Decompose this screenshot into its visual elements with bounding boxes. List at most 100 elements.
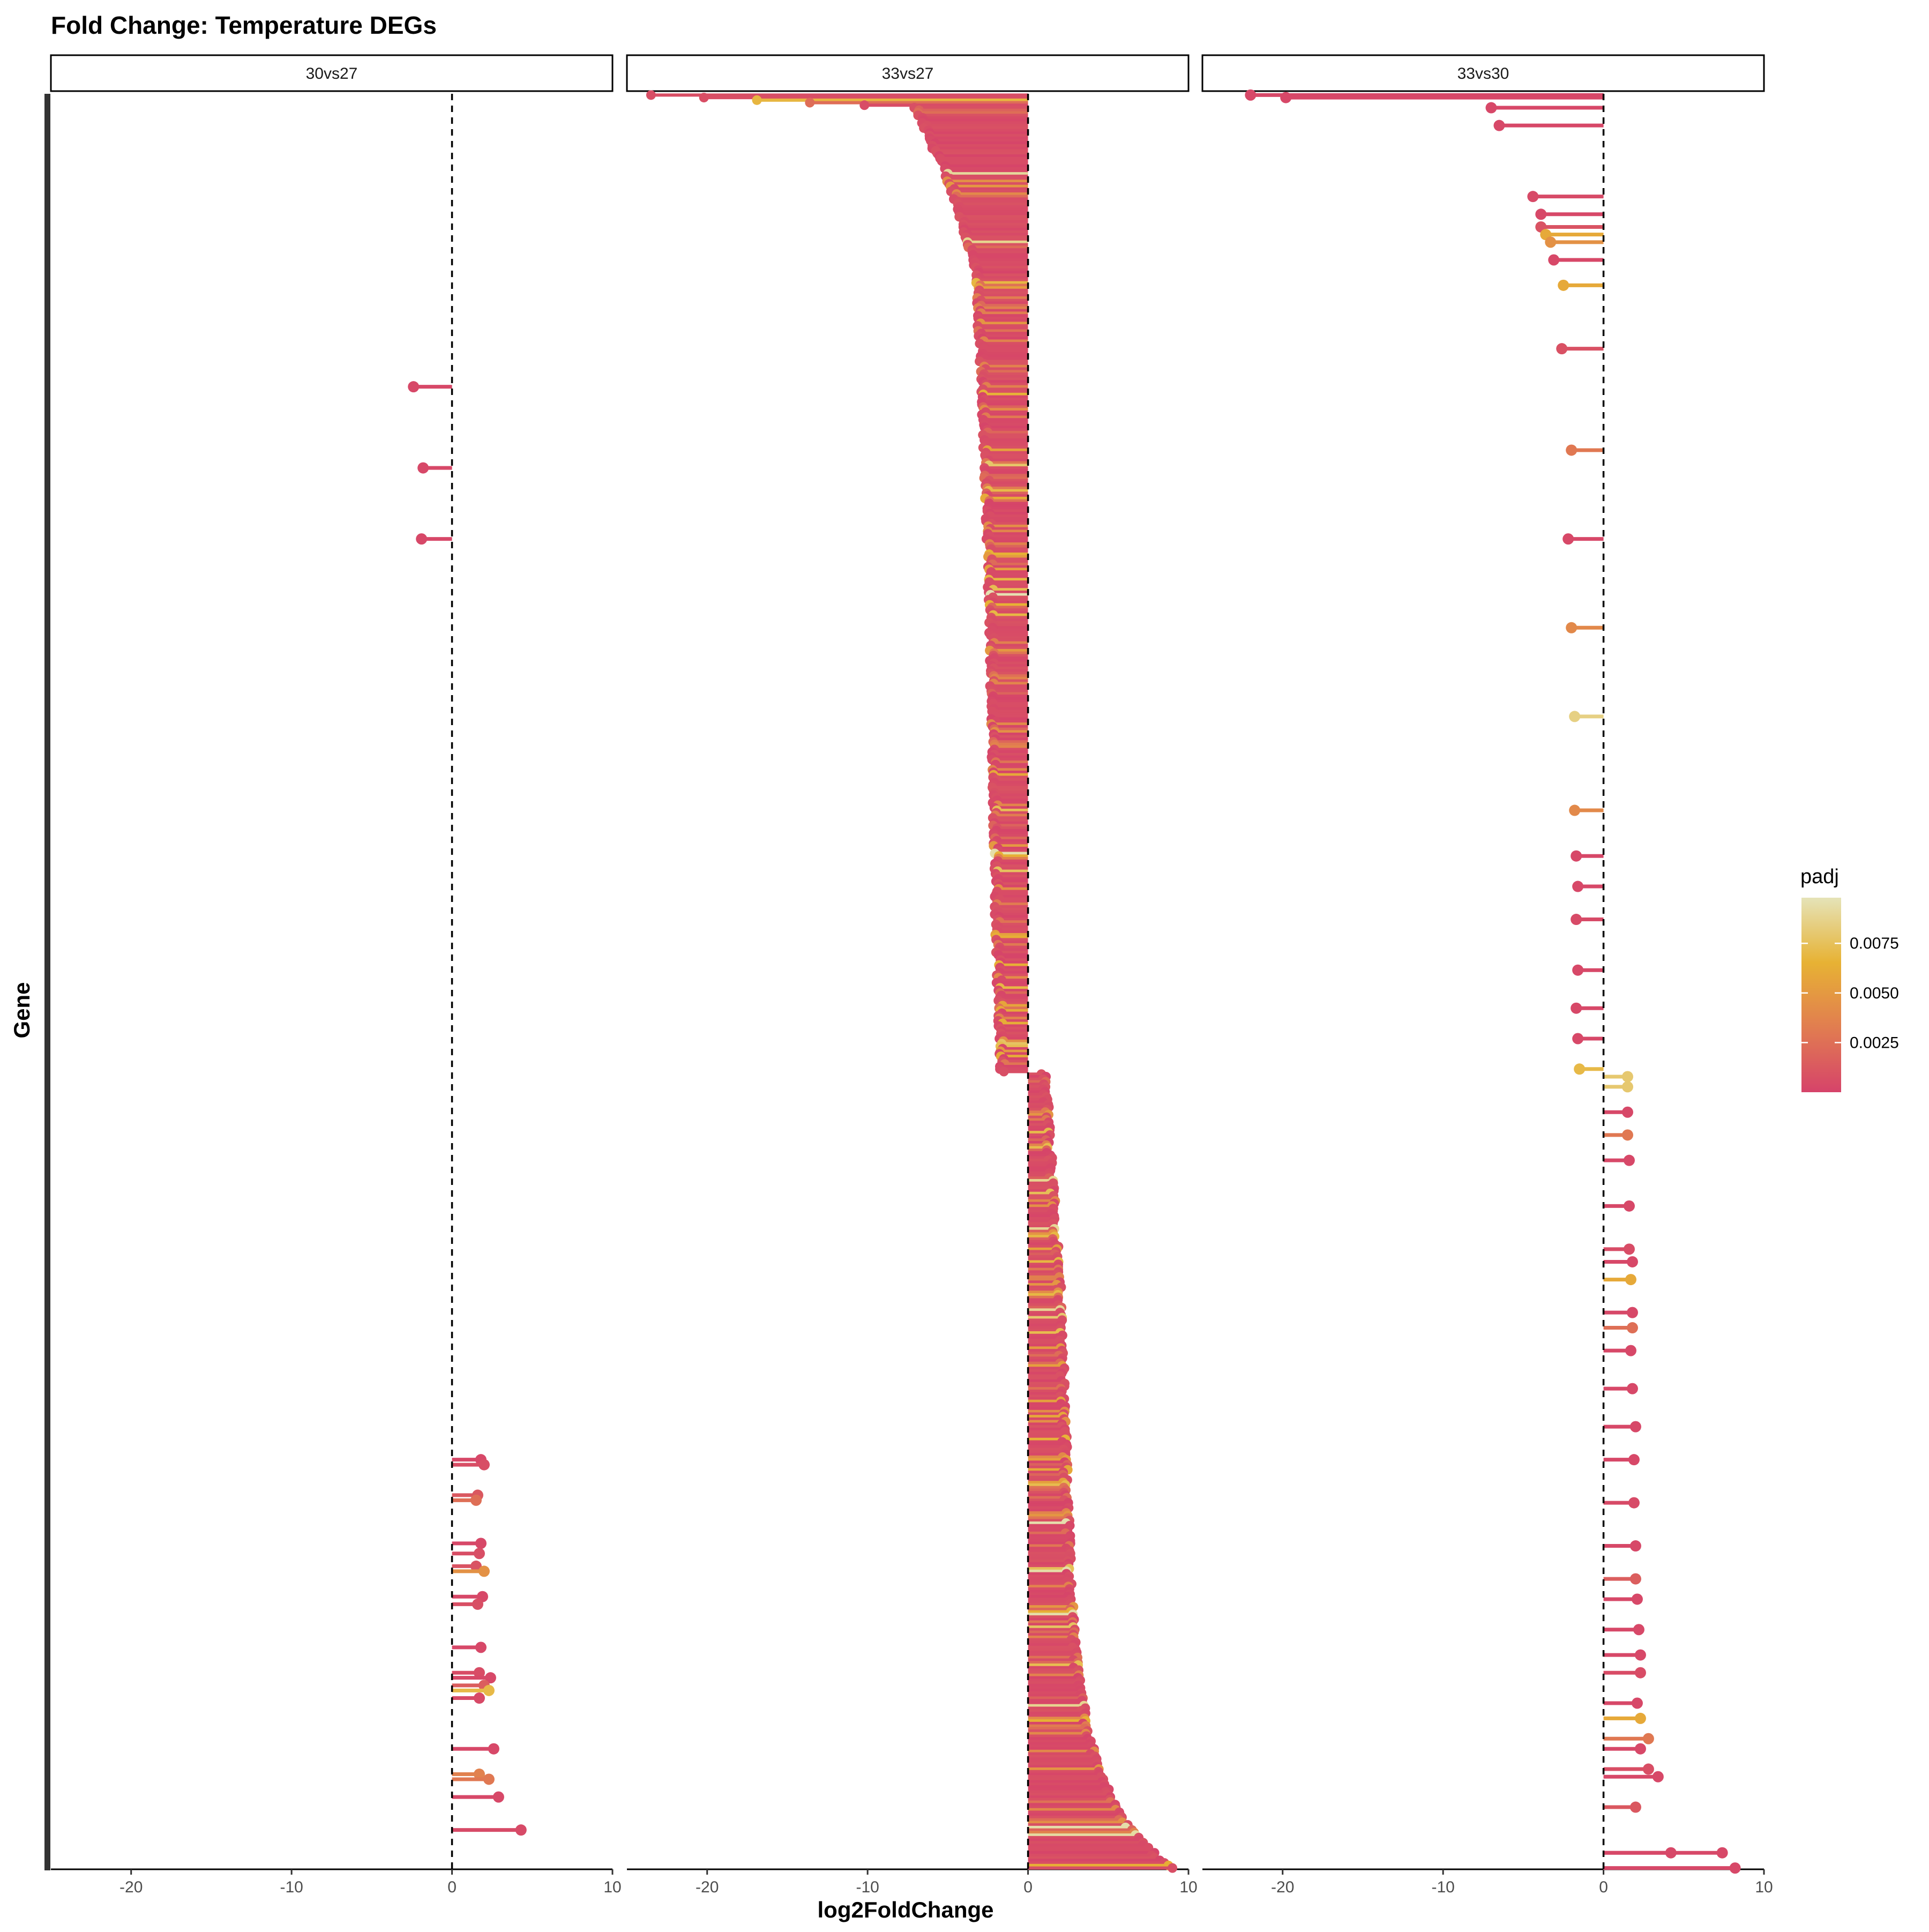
lollipop-point xyxy=(1572,1033,1584,1045)
y-axis-title: Gene xyxy=(9,982,34,1038)
panels-layer: 30vs27 -20 -10 0 10 33vs27 -20 -10 0 10 33vs30 -20 -… xyxy=(50,54,1773,1896)
lollipop-point xyxy=(478,1565,490,1577)
x-tick-label: -10 xyxy=(1431,1878,1454,1896)
legend-tick-label: 0.0050 xyxy=(1850,984,1899,1002)
lollipop-point xyxy=(1621,1129,1633,1141)
lollipop-point xyxy=(1168,1863,1178,1873)
lollipop-point xyxy=(1634,1743,1646,1755)
panel-33vs30: 33vs30 -20 -10 0 10 xyxy=(1201,54,1773,1896)
legend-tick-label: 0.0025 xyxy=(1850,1034,1899,1051)
lollipop-point xyxy=(1527,191,1539,203)
strip-label-30vs27: 30vs27 xyxy=(306,65,358,83)
lollipop-point xyxy=(1571,914,1582,926)
lollipop-point xyxy=(699,93,709,103)
lollipop-point xyxy=(1634,1649,1646,1661)
legend: padj 0.0025 0.0050 0.0075 xyxy=(1800,866,1899,1092)
lollipop-point xyxy=(646,90,656,100)
lollipop-point xyxy=(1633,1624,1644,1636)
lollipop-point xyxy=(752,95,762,105)
strip-box-33vs27 xyxy=(626,54,1190,92)
x-tick-label: 10 xyxy=(603,1878,621,1896)
lollipop-point xyxy=(1628,1454,1640,1466)
lollipop-point xyxy=(416,533,428,545)
legend-title: padj xyxy=(1800,866,1839,888)
lollipop-point xyxy=(1280,92,1292,103)
lollipop-point xyxy=(470,1494,482,1506)
lollipop-point xyxy=(417,462,429,474)
lollipop-point xyxy=(1245,89,1257,101)
lollipop-point xyxy=(1652,1771,1664,1782)
lollipop-point xyxy=(483,1684,495,1696)
lollipop-point xyxy=(1626,1256,1638,1267)
lollipop-point xyxy=(859,100,870,110)
x-tick-label: 0 xyxy=(447,1878,457,1896)
lollipop-point xyxy=(1535,208,1547,220)
lollipop-point xyxy=(475,1642,487,1653)
lollipop-point xyxy=(1642,1763,1654,1775)
lollipop-point xyxy=(1665,1847,1677,1859)
lollipop-point xyxy=(1571,850,1582,862)
strip-box-33vs30 xyxy=(1201,54,1765,92)
lollipop-point xyxy=(1642,1733,1654,1744)
lollipop-point xyxy=(470,1560,482,1572)
lollipop-point xyxy=(1566,622,1577,633)
x-axis-title: log2FoldChange xyxy=(818,1897,994,1922)
lollipop-point xyxy=(1621,1106,1633,1118)
x-tick-label: -10 xyxy=(856,1878,879,1896)
lollipop-point xyxy=(805,98,815,108)
lollipop-point xyxy=(1626,1322,1638,1334)
lollipop-point xyxy=(1716,1847,1728,1859)
lollipop-point xyxy=(1556,343,1568,355)
lollipop-point xyxy=(1634,1667,1646,1679)
lollipop-point xyxy=(473,1548,485,1560)
lollipop-point xyxy=(1629,1573,1641,1585)
lollipop-point xyxy=(1629,1421,1641,1433)
lollipop-point xyxy=(472,1598,483,1610)
x-tick-label: -20 xyxy=(1271,1878,1294,1896)
x-tick-label: -20 xyxy=(119,1878,143,1896)
lollipop-point xyxy=(1569,804,1581,816)
x-tick-label: 10 xyxy=(1179,1878,1197,1896)
lollipop-point xyxy=(473,1667,485,1679)
lollipop-point xyxy=(1623,1200,1635,1212)
strip-label-33vs27: 33vs27 xyxy=(882,65,934,83)
lollipop-point xyxy=(999,1066,1009,1077)
lollipop-point xyxy=(408,381,420,393)
lollipop-point xyxy=(1626,1307,1638,1318)
lollipop-point xyxy=(478,1459,490,1471)
lollipop-point xyxy=(1625,1274,1636,1286)
lollipop-point xyxy=(492,1791,504,1803)
lollipop-point xyxy=(1571,1002,1582,1014)
lollipop-point xyxy=(1548,254,1560,266)
lollipop-point xyxy=(1628,1497,1640,1509)
lollipop-point xyxy=(1493,120,1505,131)
lollipop-point xyxy=(473,1769,485,1780)
lollipop-point xyxy=(1558,279,1569,291)
panel-33vs27: 33vs27 -20 -10 0 10 xyxy=(626,54,1198,1896)
y-axis-line xyxy=(44,94,50,1870)
legend-colorbar xyxy=(1801,898,1841,1092)
lollipop-point xyxy=(1629,1801,1641,1813)
lollipop-point xyxy=(1572,964,1584,976)
legend-tick-label: 0.0075 xyxy=(1850,935,1899,952)
lollipop-point xyxy=(1625,1345,1636,1356)
x-tick-label: 10 xyxy=(1755,1878,1773,1896)
x-tick-label: -10 xyxy=(280,1878,303,1896)
lollipop-point xyxy=(1562,533,1574,545)
lollipop-point xyxy=(1569,711,1581,722)
lollipop-point xyxy=(1629,1540,1641,1552)
lollipop-point xyxy=(1621,1071,1633,1083)
x-tick-label: 0 xyxy=(1023,1878,1033,1896)
lollipop-point xyxy=(1634,1712,1646,1724)
x-tick-label: 0 xyxy=(1599,1878,1608,1896)
lollipop-point xyxy=(483,1773,495,1785)
lollipop-point xyxy=(1621,1081,1633,1093)
lollipop-point xyxy=(1574,1063,1586,1075)
lollipop-point xyxy=(484,1672,496,1684)
lollipop-point xyxy=(1631,1697,1643,1709)
lollipop-point xyxy=(515,1824,527,1836)
lollipop-point xyxy=(1623,1243,1635,1255)
panel-30vs27: 30vs27 -20 -10 0 10 xyxy=(50,54,622,1896)
strip-label-33vs30: 33vs30 xyxy=(1457,65,1509,83)
